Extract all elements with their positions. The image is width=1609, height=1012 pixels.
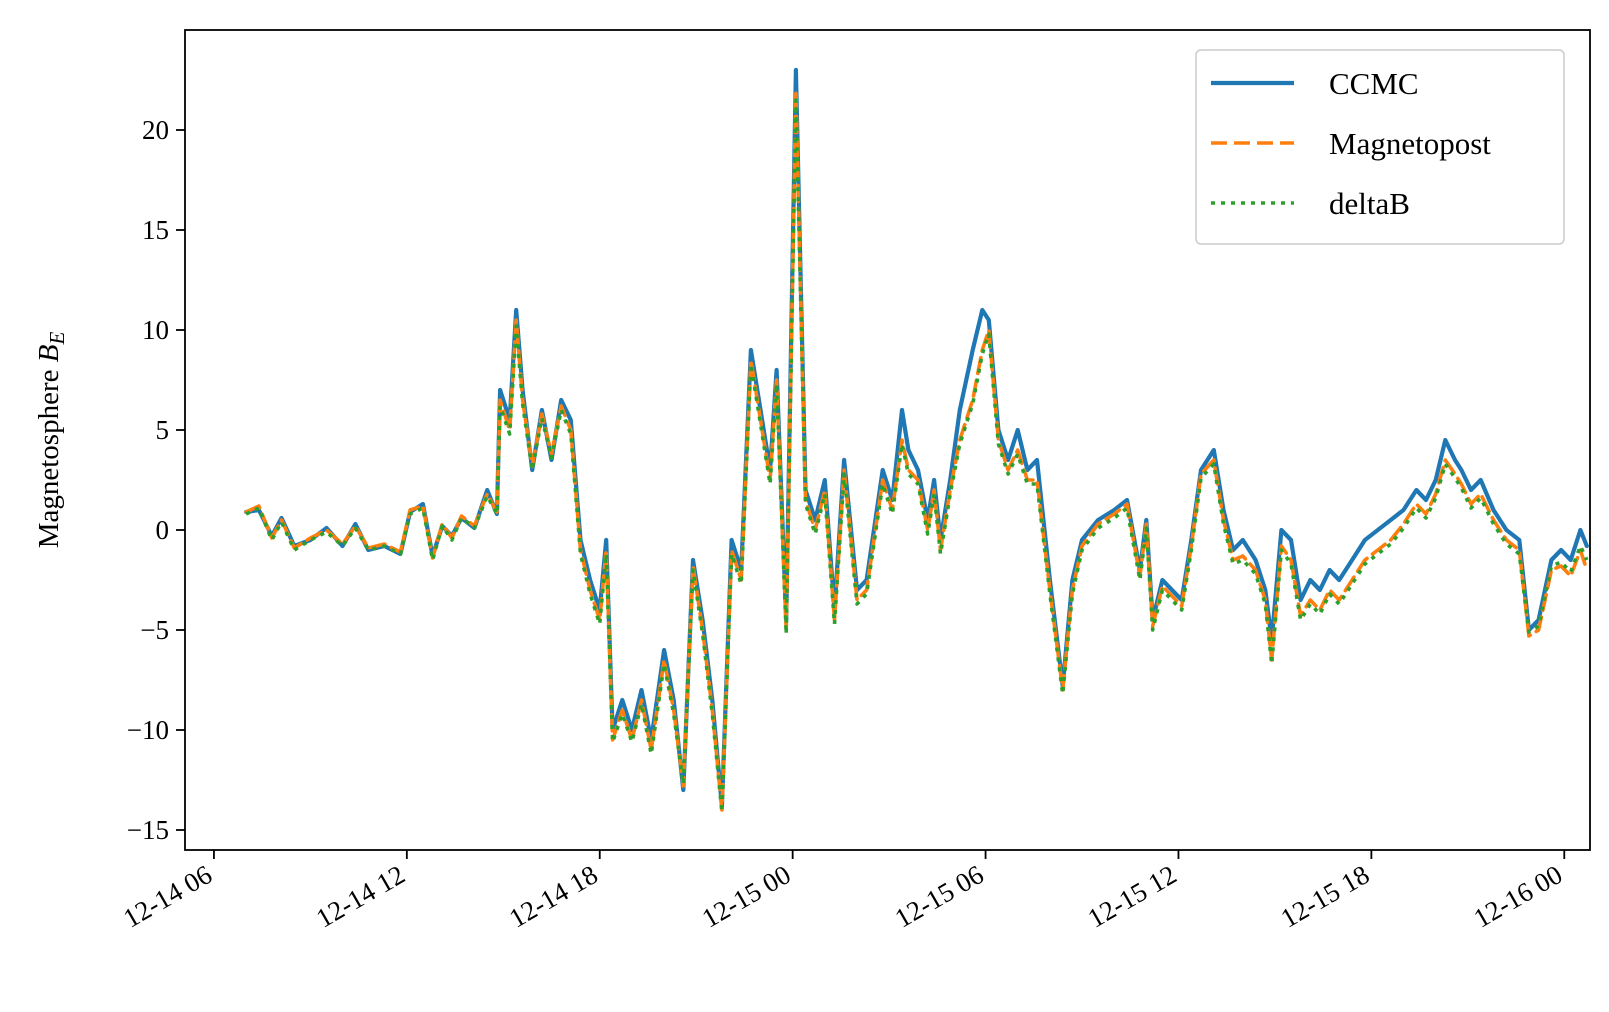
legend-label-magnetopost: Magnetopost (1329, 126, 1491, 161)
y-tick-label: 0 (156, 515, 170, 545)
y-axis: 20 15 10 5 0 −5 −10 −15 (127, 115, 185, 845)
y-tick-label: 5 (156, 415, 170, 445)
series-line-deltab (245, 98, 1589, 814)
y-tick-label: 15 (142, 215, 169, 245)
y-tick-label: −5 (140, 615, 169, 645)
y-tick-label: 10 (142, 315, 169, 345)
series-line-magnetopost (244, 88, 1589, 812)
legend-box (1195, 49, 1565, 245)
plot-frame (184, 29, 1591, 851)
legend-label-ccmc: CCMC (1329, 66, 1419, 101)
y-tick-label: −15 (127, 815, 169, 845)
series-line-ccmc (244, 67, 1589, 809)
y-tick-label: 20 (142, 115, 169, 145)
y-tick-label: −10 (127, 715, 169, 745)
legend: CCMC Magnetopost deltaB (1195, 49, 1565, 245)
legend-label-deltab: deltaB (1329, 186, 1410, 221)
y-axis-label: Magnetosphere BE (33, 332, 69, 549)
series-layer (244, 67, 1589, 814)
